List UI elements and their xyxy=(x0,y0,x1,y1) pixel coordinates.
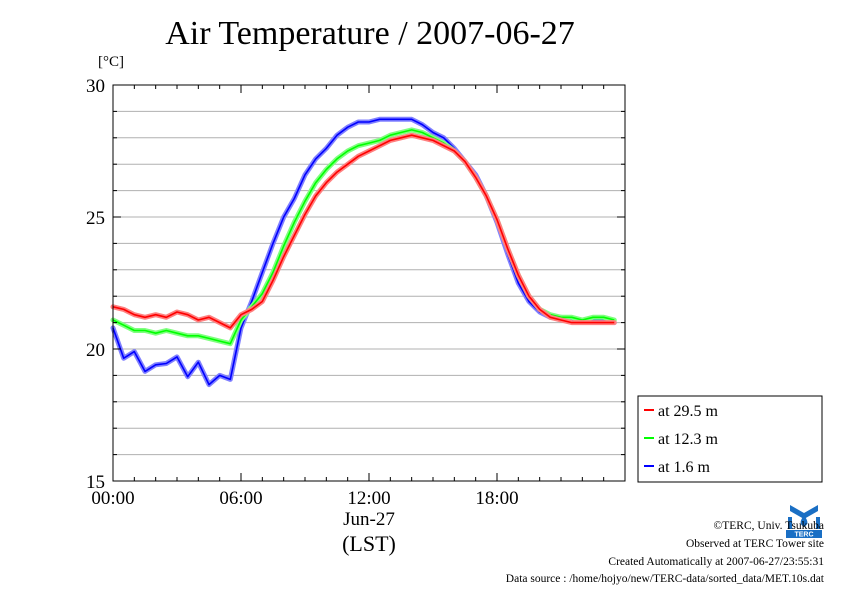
logo-text: TERC xyxy=(794,532,813,539)
legend-box xyxy=(637,395,823,483)
legend-label: at 1.6 m xyxy=(658,459,711,476)
chart-title: Air Temperature / 2007-06-27 xyxy=(165,15,575,52)
x-tick-label: 00:00 xyxy=(91,488,134,509)
series-line xyxy=(112,134,615,329)
y-axis-unit-label: [°C] xyxy=(98,54,124,70)
x-tick-label: 18:00 xyxy=(475,488,518,509)
axis-ticks: 15 20 25 30 00:00 06:00 12:00 18:00 Jun-27(LST) xyxy=(86,76,625,556)
x-date-label: Jun-27 xyxy=(343,509,395,530)
y-tick-label: 20 xyxy=(86,340,105,361)
terc-logo-icon: TERC xyxy=(784,503,824,539)
y-tick-label: 25 xyxy=(86,208,105,229)
y-tick-label: 15 xyxy=(86,472,105,493)
series-halo xyxy=(110,116,617,388)
x-tick-label: 06:00 xyxy=(219,488,262,509)
series-line xyxy=(112,118,615,386)
series-lines xyxy=(110,116,617,388)
footer-created: Created Automatically at 2007-06-27/23:5… xyxy=(608,556,824,568)
legend-label: at 12.3 m xyxy=(658,431,719,448)
legend-label: at 29.5 m xyxy=(658,403,719,420)
legend: at 29.5 m at 12.3 m at 1.6 m xyxy=(637,395,823,483)
x-tick-label: 12:00 xyxy=(347,488,390,509)
grid-lines xyxy=(113,110,625,456)
footer-source: Data source : /home/hojyo/new/TERC-data/… xyxy=(505,573,824,585)
y-tick-label: 30 xyxy=(86,76,105,97)
footer-credit: ©TERC, Univ. Tsukuba xyxy=(713,520,824,532)
x-axis-label: (LST) xyxy=(342,531,396,556)
footer-site: Observed at TERC Tower site xyxy=(685,538,824,550)
